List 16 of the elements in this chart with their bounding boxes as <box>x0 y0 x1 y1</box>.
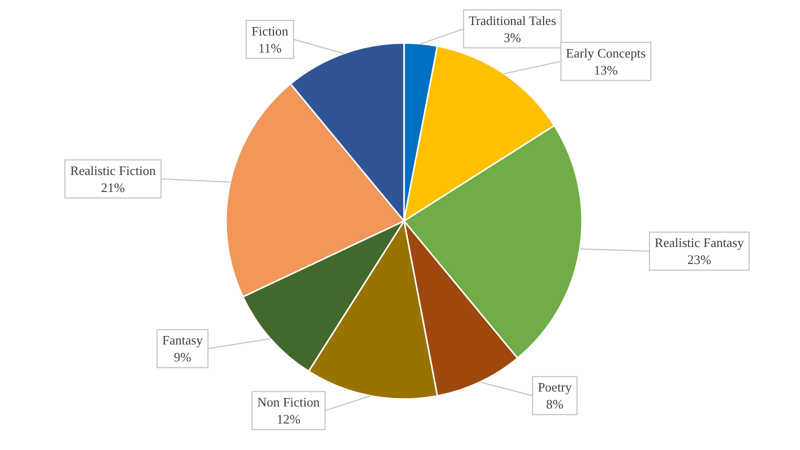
slice-label: Fiction <box>251 23 289 38</box>
slice-label: Realistic Fantasy <box>654 235 744 250</box>
slice-label: Fantasy <box>162 332 204 348</box>
data-label: 8% <box>546 396 564 412</box>
data-label: 12% <box>276 412 301 427</box>
slice-label: Poetry <box>538 380 572 395</box>
data-label: 11% <box>258 40 282 56</box>
data-label: 3% <box>504 30 522 45</box>
slice-label: Early Concepts <box>566 45 646 60</box>
slice-label: Realistic Fiction <box>70 162 156 178</box>
data-label: 13% <box>594 62 618 78</box>
data-label: 23% <box>687 252 712 268</box>
data-label: 21% <box>101 180 126 195</box>
slice-label: Traditional Tales <box>468 12 556 28</box>
slice-label: Non Fiction <box>257 394 320 410</box>
data-label: 9% <box>174 350 192 365</box>
